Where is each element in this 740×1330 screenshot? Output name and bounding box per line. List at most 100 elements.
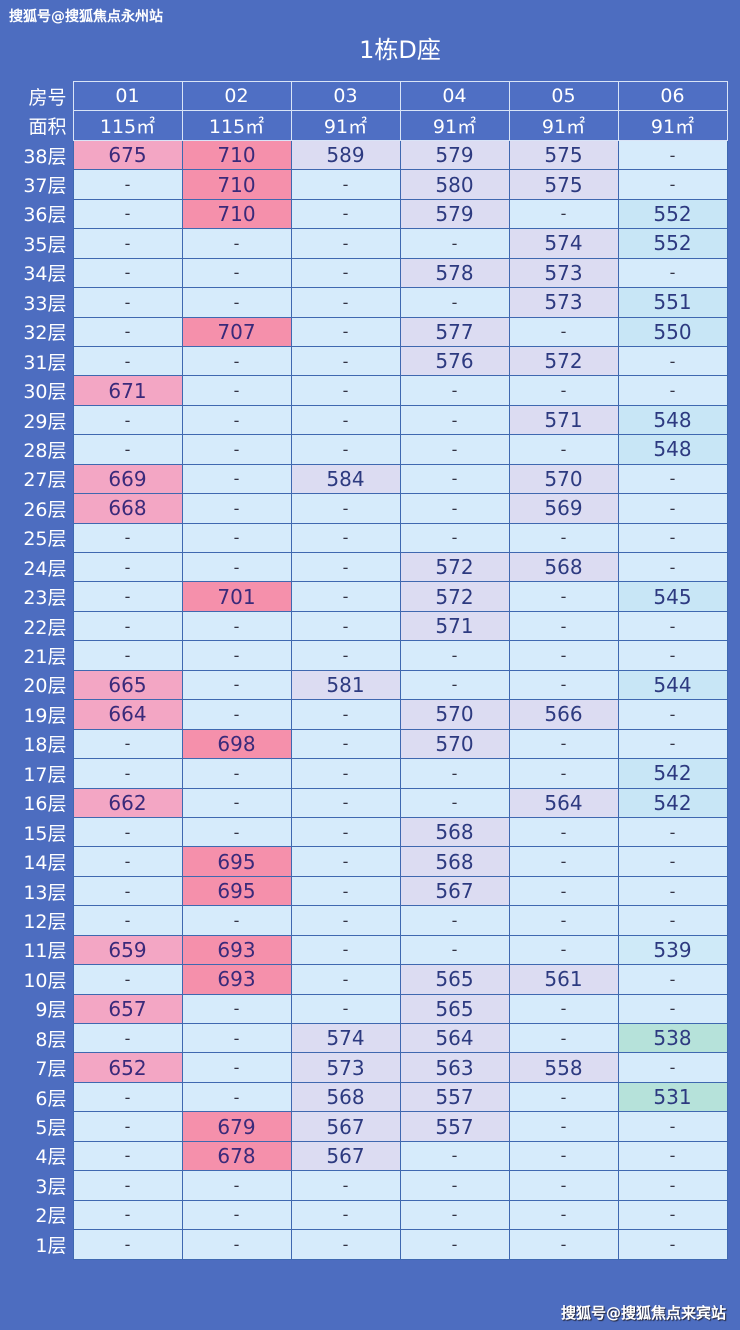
- price-cell: 572: [508, 345, 619, 377]
- price-cell: -: [72, 551, 183, 583]
- price-cell: -: [617, 1140, 728, 1172]
- table-row: 19层 664- -570 566-: [0, 699, 728, 730]
- room-number-header: 01: [72, 80, 183, 112]
- table-row: 26层 668- - -569-: [0, 493, 728, 524]
- floor-label: 9层: [35, 999, 67, 1022]
- price-cell: 571: [508, 404, 619, 436]
- price-cell: -: [181, 345, 292, 377]
- price-cell: 548: [617, 404, 728, 436]
- price-cell: 579: [399, 139, 510, 171]
- price-cell: -: [72, 434, 183, 465]
- area-header: 115㎡: [72, 110, 183, 141]
- price-cell: 542: [617, 787, 728, 818]
- table-row: 30层 671- - - - -: [0, 375, 728, 406]
- price-cell: -: [399, 1229, 510, 1260]
- price-cell: -: [399, 493, 510, 524]
- price-cell: -: [617, 551, 728, 583]
- table-row: 22层 - - -571- -: [0, 610, 728, 642]
- table-row: 33层 - - - -573 551: [0, 287, 728, 318]
- price-cell: -: [617, 375, 728, 406]
- price-cell: -: [181, 787, 292, 818]
- price-cell: -: [290, 905, 401, 936]
- floor-label: 36层: [23, 204, 67, 227]
- price-cell: 662: [72, 787, 183, 818]
- price-cell: 548: [617, 434, 728, 465]
- price-cell: 570: [399, 728, 510, 760]
- floor-label: 1层: [35, 1234, 67, 1257]
- price-cell: 568: [399, 816, 510, 848]
- price-cell: -: [72, 1170, 183, 1201]
- price-cell: 568: [290, 1081, 401, 1113]
- price-cell: -: [399, 1140, 510, 1172]
- price-cell: -: [290, 375, 401, 406]
- floor-label: 23层: [23, 587, 67, 610]
- table-row: 6层 - -568 557-531: [0, 1081, 728, 1113]
- price-cell: 544: [617, 669, 728, 701]
- price-cell: -: [508, 1199, 619, 1231]
- price-cell: -: [290, 1229, 401, 1260]
- price-cell: -: [72, 1111, 183, 1142]
- floor-label: 32层: [23, 322, 67, 345]
- price-cell: -: [181, 758, 292, 789]
- price-cell: -: [181, 434, 292, 465]
- floor-label: 25层: [23, 528, 67, 551]
- price-cell: -: [399, 463, 510, 495]
- price-cell: -: [508, 1081, 619, 1113]
- price-cell: 545: [617, 581, 728, 612]
- price-cell: -: [72, 1199, 183, 1231]
- floor-label: 21层: [23, 646, 67, 669]
- price-cell: -: [617, 1052, 728, 1083]
- price-cell: 575: [508, 169, 619, 200]
- price-cell: -: [617, 610, 728, 642]
- price-cell: -: [72, 1140, 183, 1172]
- price-cell: -: [72, 816, 183, 848]
- price-cell: 698: [181, 728, 292, 760]
- price-cell: -: [290, 610, 401, 642]
- price-cell: -: [508, 1170, 619, 1201]
- price-cell: 567: [290, 1111, 401, 1142]
- table-row: 29层 - - - -571 548: [0, 404, 728, 436]
- floor-label: 2层: [35, 1205, 67, 1228]
- price-cell: 565: [399, 993, 510, 1025]
- floor-label: 14层: [23, 852, 67, 875]
- price-cell: -: [399, 228, 510, 259]
- price-cell: -: [508, 934, 619, 966]
- price-cell: -: [617, 257, 728, 289]
- table-row: 23层 -701-572-545: [0, 581, 728, 612]
- price-cell: -: [290, 758, 401, 789]
- price-cell: -: [617, 728, 728, 760]
- table-row: 1层 - - - - - -: [0, 1229, 728, 1260]
- price-cell: 710: [181, 198, 292, 230]
- price-cell: 671: [72, 375, 183, 406]
- price-cell: -: [290, 257, 401, 289]
- price-cell: -: [399, 1199, 510, 1231]
- price-cell: 693: [181, 934, 292, 966]
- price-cell: -: [290, 934, 401, 966]
- price-cell: -: [617, 816, 728, 848]
- price-cell: -: [508, 1111, 619, 1142]
- price-cell: 550: [617, 316, 728, 347]
- price-cell: -: [399, 1170, 510, 1201]
- price-cell: -: [290, 581, 401, 612]
- table-row: 28层 - - - - -548: [0, 434, 728, 465]
- area-label: 面积: [28, 116, 67, 139]
- price-cell: -: [617, 699, 728, 730]
- price-cell: -: [617, 463, 728, 495]
- price-cell: -: [508, 434, 619, 465]
- price-cell: -: [399, 404, 510, 436]
- price-cell: -: [290, 1170, 401, 1201]
- price-cell: -: [181, 640, 292, 671]
- price-cell: -: [508, 316, 619, 347]
- floor-label: 7层: [35, 1058, 67, 1081]
- price-cell: -: [72, 522, 183, 554]
- area-row: 面积 115㎡ 115㎡ 91㎡ 91㎡ 91㎡ 91㎡: [0, 110, 728, 141]
- price-cell: -: [399, 640, 510, 671]
- floor-label: 3层: [35, 1175, 67, 1198]
- area-header: 91㎡: [508, 110, 619, 141]
- table-row: 12层 - - - - - -: [0, 905, 728, 936]
- price-cell: 531: [617, 1081, 728, 1113]
- price-cell: -: [399, 375, 510, 406]
- floor-label: 15层: [23, 822, 67, 845]
- price-cell: 584: [290, 463, 401, 495]
- price-cell: -: [72, 198, 183, 230]
